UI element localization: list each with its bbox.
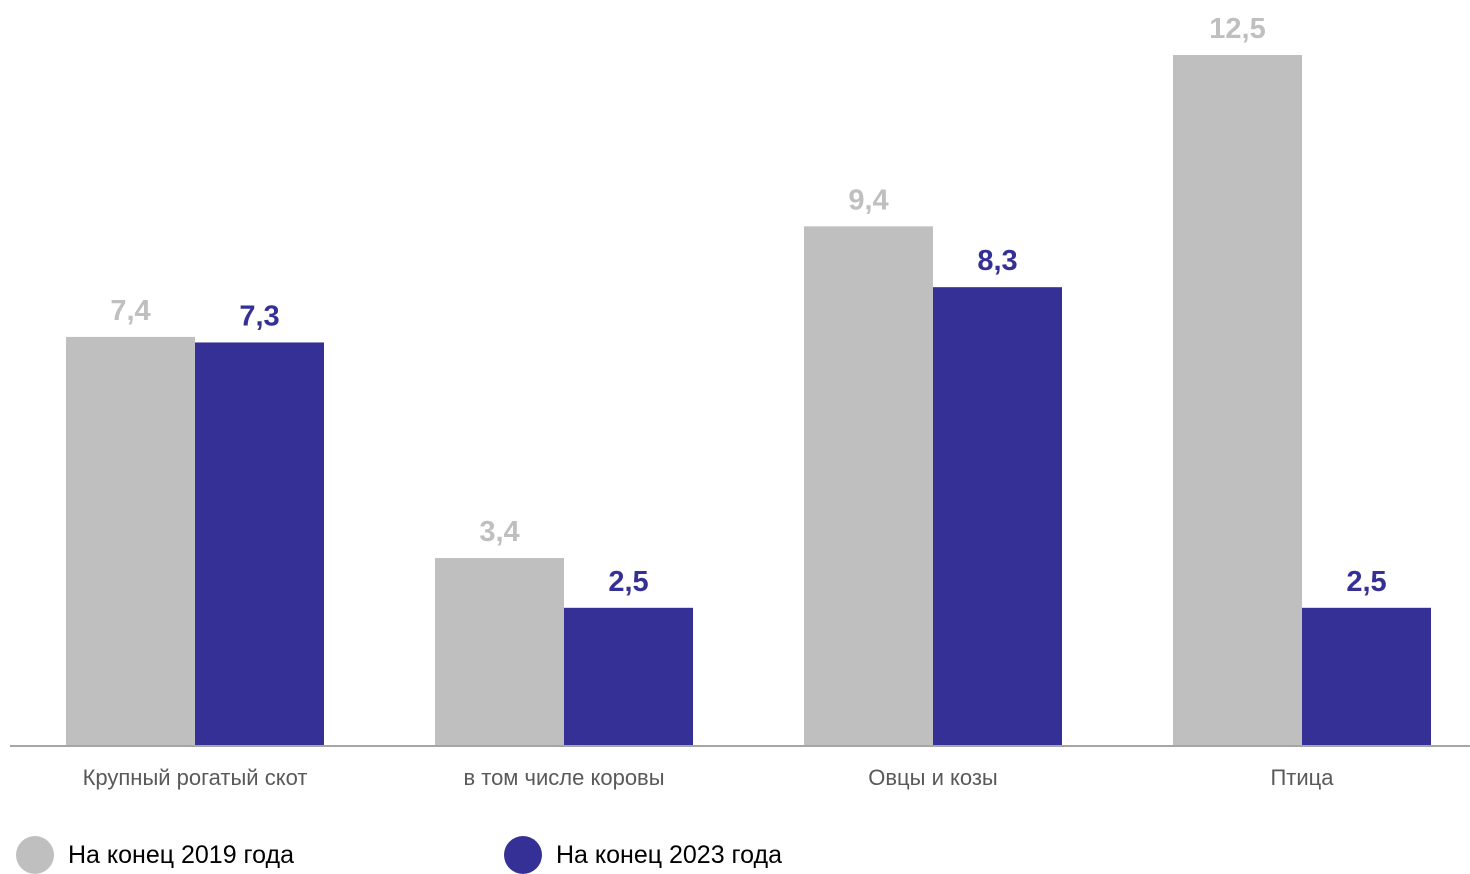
legend-swatch-2019 [16, 836, 54, 874]
bar-chart: 7,4 7,3 3,4 2,5 9,4 8,3 12,5 2,5 Крупный рогаты… [10, 13, 1470, 790]
bar-2019-3 [1173, 55, 1302, 746]
legend-swatch-2023 [504, 836, 542, 874]
value-label-2023-1: 2,5 [608, 566, 648, 598]
legend-label-2019: На конец 2019 года [68, 840, 294, 869]
category-label-1: в том числе коровы [463, 765, 664, 790]
bar-2023-2 [933, 287, 1062, 746]
bar-2019-0 [66, 336, 195, 746]
legend-item-2023: На конец 2023 года [504, 836, 782, 874]
value-label-2019-1: 3,4 [479, 516, 519, 548]
value-label-2023-3: 2,5 [1346, 566, 1386, 598]
category-label-3: Птица [1270, 765, 1334, 790]
value-label-2023-2: 8,3 [977, 245, 1017, 277]
bar-2019-1 [435, 558, 564, 746]
value-label-2019-2: 9,4 [848, 184, 888, 216]
category-labels-group: Крупный рогатый скот в том числе коровы Ов… [83, 765, 1335, 790]
bars-group [66, 55, 1431, 747]
bar-2023-1 [564, 607, 693, 746]
value-label-2019-0: 7,4 [110, 295, 150, 327]
bar-2019-2 [804, 226, 933, 747]
legend-label-2023: На конец 2023 года [556, 840, 782, 869]
legend: На конец 2019 года На конец 2023 года [0, 836, 1470, 874]
bar-2023-3 [1302, 607, 1431, 746]
legend-item-2019: На конец 2019 года [16, 836, 294, 874]
category-label-2: Овцы и козы [868, 765, 998, 790]
value-labels-group: 7,4 7,3 3,4 2,5 9,4 8,3 12,5 2,5 [110, 13, 1386, 598]
category-label-0: Крупный рогатый скот [83, 765, 308, 790]
value-label-2023-0: 7,3 [239, 300, 279, 332]
bar-2023-0 [195, 342, 324, 746]
value-label-2019-3: 12,5 [1209, 13, 1265, 45]
